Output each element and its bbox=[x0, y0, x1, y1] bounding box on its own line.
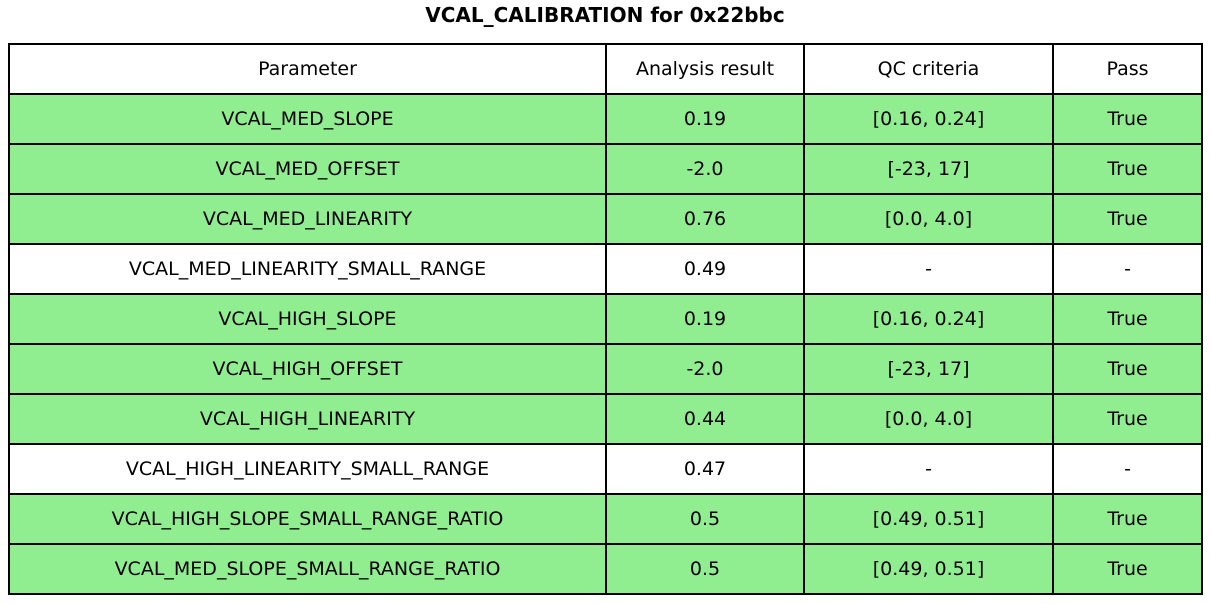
cell-pass: - bbox=[1052, 243, 1203, 295]
cell-analysis-result: 0.76 bbox=[605, 193, 805, 245]
cell-parameter: VCAL_MED_LINEARITY_SMALL_RANGE bbox=[8, 243, 607, 295]
cell-analysis-result: 0.47 bbox=[605, 443, 805, 495]
table-row: VCAL_HIGH_SLOPE_SMALL_RANGE_RATIO 0.5 [0… bbox=[8, 493, 1203, 545]
cell-parameter: VCAL_MED_SLOPE bbox=[8, 93, 607, 145]
cell-analysis-result: 0.5 bbox=[605, 543, 805, 595]
cell-qc-criteria: [0.16, 0.24] bbox=[803, 293, 1054, 345]
table-row: VCAL_MED_SLOPE 0.19 [0.16, 0.24] True bbox=[8, 93, 1203, 145]
table-row: VCAL_HIGH_LINEARITY_SMALL_RANGE 0.47 - - bbox=[8, 443, 1203, 495]
cell-qc-criteria: [-23, 17] bbox=[803, 143, 1054, 195]
cell-parameter: VCAL_HIGH_SLOPE_SMALL_RANGE_RATIO bbox=[8, 493, 607, 545]
table-header-row: Parameter Analysis result QC criteria Pa… bbox=[8, 43, 1203, 95]
table-row: VCAL_MED_SLOPE_SMALL_RANGE_RATIO 0.5 [0.… bbox=[8, 543, 1203, 595]
table-row: VCAL_HIGH_OFFSET -2.0 [-23, 17] True bbox=[8, 343, 1203, 395]
table-row: VCAL_MED_OFFSET -2.0 [-23, 17] True bbox=[8, 143, 1203, 195]
cell-parameter: VCAL_MED_SLOPE_SMALL_RANGE_RATIO bbox=[8, 543, 607, 595]
cell-parameter: VCAL_HIGH_SLOPE bbox=[8, 293, 607, 345]
cell-pass: True bbox=[1052, 393, 1203, 445]
cell-analysis-result: 0.19 bbox=[605, 293, 805, 345]
page-title: VCAL_CALIBRATION for 0x22bbc bbox=[425, 3, 785, 27]
qc-results-table: Parameter Analysis result QC criteria Pa… bbox=[8, 43, 1203, 595]
cell-pass: True bbox=[1052, 343, 1203, 395]
col-header-parameter: Parameter bbox=[8, 43, 607, 95]
cell-qc-criteria: [0.49, 0.51] bbox=[803, 493, 1054, 545]
cell-qc-criteria: - bbox=[803, 443, 1054, 495]
cell-qc-criteria: - bbox=[803, 243, 1054, 295]
cell-analysis-result: -2.0 bbox=[605, 143, 805, 195]
col-header-pass: Pass bbox=[1052, 43, 1203, 95]
table-row: VCAL_MED_LINEARITY 0.76 [0.0, 4.0] True bbox=[8, 193, 1203, 245]
cell-qc-criteria: [0.0, 4.0] bbox=[803, 393, 1054, 445]
table-row: VCAL_MED_LINEARITY_SMALL_RANGE 0.49 - - bbox=[8, 243, 1203, 295]
table-row: VCAL_HIGH_SLOPE 0.19 [0.16, 0.24] True bbox=[8, 293, 1203, 345]
col-header-qc-criteria: QC criteria bbox=[803, 43, 1054, 95]
cell-pass: True bbox=[1052, 543, 1203, 595]
cell-parameter: VCAL_HIGH_OFFSET bbox=[8, 343, 607, 395]
cell-qc-criteria: [0.0, 4.0] bbox=[803, 193, 1054, 245]
cell-qc-criteria: [0.16, 0.24] bbox=[803, 93, 1054, 145]
cell-parameter: VCAL_HIGH_LINEARITY_SMALL_RANGE bbox=[8, 443, 607, 495]
cell-pass: - bbox=[1052, 443, 1203, 495]
cell-analysis-result: 0.44 bbox=[605, 393, 805, 445]
cell-pass: True bbox=[1052, 143, 1203, 195]
cell-pass: True bbox=[1052, 93, 1203, 145]
cell-analysis-result: 0.49 bbox=[605, 243, 805, 295]
cell-pass: True bbox=[1052, 193, 1203, 245]
cell-qc-criteria: [0.49, 0.51] bbox=[803, 543, 1054, 595]
cell-pass: True bbox=[1052, 493, 1203, 545]
cell-qc-criteria: [-23, 17] bbox=[803, 343, 1054, 395]
cell-analysis-result: 0.5 bbox=[605, 493, 805, 545]
cell-analysis-result: -2.0 bbox=[605, 343, 805, 395]
cell-parameter: VCAL_MED_OFFSET bbox=[8, 143, 607, 195]
cell-analysis-result: 0.19 bbox=[605, 93, 805, 145]
cell-parameter: VCAL_HIGH_LINEARITY bbox=[8, 393, 607, 445]
cell-parameter: VCAL_MED_LINEARITY bbox=[8, 193, 607, 245]
col-header-analysis-result: Analysis result bbox=[605, 43, 805, 95]
table-row: VCAL_HIGH_LINEARITY 0.44 [0.0, 4.0] True bbox=[8, 393, 1203, 445]
cell-pass: True bbox=[1052, 293, 1203, 345]
